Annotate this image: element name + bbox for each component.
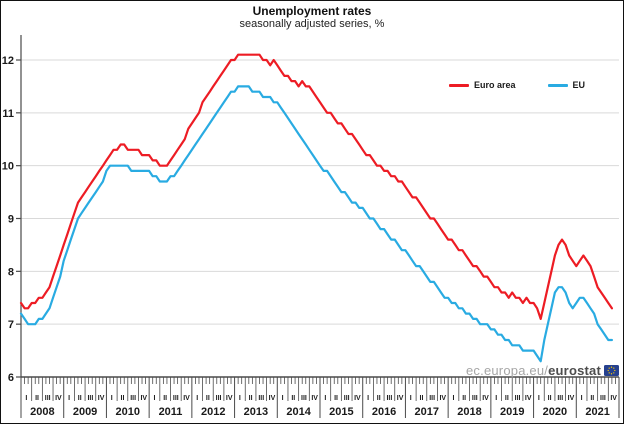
y-tick-label-8: 8 bbox=[8, 266, 14, 278]
quarter-label-2020-III: III bbox=[557, 395, 563, 402]
quarter-label-2012-II: II bbox=[206, 395, 210, 402]
year-label-2013: 2013 bbox=[244, 406, 268, 418]
quarter-label-2014-III: III bbox=[301, 395, 307, 402]
quarter-label-2017-III: III bbox=[429, 395, 435, 402]
quarter-label-2013-IV: IV bbox=[269, 395, 276, 402]
quarter-label-2008-I: I bbox=[25, 395, 27, 402]
quarter-label-2009-I: I bbox=[68, 395, 70, 402]
quarter-label-2017-II: II bbox=[420, 395, 424, 402]
y-tick-label-7: 7 bbox=[8, 319, 14, 331]
quarter-label-2011-I: I bbox=[154, 395, 156, 402]
quarter-label-2021-IV: IV bbox=[610, 395, 617, 402]
year-label-2008: 2008 bbox=[30, 406, 54, 418]
quarter-label-2018-I: I bbox=[453, 395, 455, 402]
quarter-label-2009-IV: IV bbox=[98, 395, 105, 402]
quarter-label-2011-III: III bbox=[173, 395, 179, 402]
year-label-2010: 2010 bbox=[116, 406, 140, 418]
quarter-label-2008-II: II bbox=[35, 395, 39, 402]
quarter-label-2008-III: III bbox=[45, 395, 51, 402]
quarter-label-2009-II: II bbox=[78, 395, 82, 402]
eurostat-watermark: ec.europa.eu/eurostat bbox=[466, 363, 619, 378]
quarter-label-2020-IV: IV bbox=[568, 395, 575, 402]
legend-item-euro-area: Euro area bbox=[449, 80, 516, 90]
quarter-label-2010-III: III bbox=[130, 395, 136, 402]
quarter-label-2018-III: III bbox=[472, 395, 478, 402]
quarter-label-2018-IV: IV bbox=[482, 395, 489, 402]
y-tick-label-12: 12 bbox=[2, 55, 14, 67]
year-label-2019: 2019 bbox=[500, 406, 524, 418]
quarter-label-2013-II: II bbox=[249, 395, 253, 402]
chart-legend: Euro area EU bbox=[449, 80, 585, 90]
eu-flag-icon bbox=[604, 365, 619, 376]
legend-label-eu: EU bbox=[572, 80, 586, 90]
legend-item-eu: EU bbox=[547, 80, 586, 90]
eu-line-swatch bbox=[547, 83, 568, 87]
quarter-label-2013-I: I bbox=[239, 395, 241, 402]
y-tick-label-6: 6 bbox=[8, 372, 14, 384]
year-label-2020: 2020 bbox=[543, 406, 567, 418]
year-label-2009: 2009 bbox=[73, 406, 97, 418]
series-line-euro-area bbox=[19, 53, 613, 320]
quarter-label-2008-IV: IV bbox=[55, 395, 62, 402]
quarter-label-2020-I: I bbox=[538, 395, 540, 402]
y-tick-label-11: 11 bbox=[2, 108, 14, 120]
quarter-label-2010-II: II bbox=[121, 395, 125, 402]
y-tick-label-10: 10 bbox=[2, 161, 14, 173]
quarter-label-2014-II: II bbox=[291, 395, 295, 402]
year-label-2014: 2014 bbox=[286, 406, 311, 418]
y-tick-label-9: 9 bbox=[8, 214, 14, 226]
legend-label-euro-area: Euro area bbox=[474, 80, 516, 90]
year-label-2016: 2016 bbox=[372, 406, 396, 418]
quarter-label-2012-III: III bbox=[216, 395, 222, 402]
quarter-label-2014-I: I bbox=[282, 395, 284, 402]
year-label-2011: 2011 bbox=[159, 406, 183, 418]
year-label-2012: 2012 bbox=[201, 406, 225, 418]
quarter-label-2013-III: III bbox=[258, 395, 264, 402]
quarter-label-2021-III: III bbox=[600, 395, 606, 402]
quarter-label-2017-IV: IV bbox=[439, 395, 446, 402]
quarter-label-2019-IV: IV bbox=[525, 395, 532, 402]
year-label-2015: 2015 bbox=[329, 406, 353, 418]
series-line-eu bbox=[19, 85, 613, 363]
quarter-label-2010-I: I bbox=[111, 395, 113, 402]
quarter-label-2015-II: II bbox=[334, 395, 338, 402]
quarter-label-2014-IV: IV bbox=[311, 395, 318, 402]
quarter-label-2016-III: III bbox=[386, 395, 392, 402]
quarter-label-2021-I: I bbox=[581, 395, 583, 402]
watermark-brand: eurostat bbox=[548, 363, 601, 378]
quarter-label-2015-III: III bbox=[344, 395, 350, 402]
quarter-label-2009-III: III bbox=[87, 395, 93, 402]
euro-area-line-swatch bbox=[449, 83, 469, 87]
year-label-2018: 2018 bbox=[457, 406, 481, 418]
chart-subtitle: seasonally adjusted series, % bbox=[239, 18, 385, 30]
quarter-label-2011-IV: IV bbox=[183, 395, 190, 402]
quarter-label-2012-IV: IV bbox=[226, 395, 233, 402]
quarter-label-2012-I: I bbox=[196, 395, 198, 402]
quarter-label-2020-II: II bbox=[548, 395, 552, 402]
quarter-label-2019-III: III bbox=[515, 395, 521, 402]
quarter-label-2016-I: I bbox=[367, 395, 369, 402]
chart-title: Unemployment rates bbox=[252, 4, 372, 18]
quarter-label-2016-II: II bbox=[377, 395, 381, 402]
quarter-label-2019-II: II bbox=[505, 395, 509, 402]
year-label-2017: 2017 bbox=[415, 406, 439, 418]
watermark-prefix: ec.europa.eu/ bbox=[466, 363, 549, 378]
quarter-label-2010-IV: IV bbox=[140, 395, 147, 402]
quarter-label-2017-I: I bbox=[410, 395, 412, 402]
quarter-label-2019-I: I bbox=[495, 395, 497, 402]
year-label-2021: 2021 bbox=[585, 406, 609, 418]
quarter-label-2015-I: I bbox=[324, 395, 326, 402]
quarter-label-2021-II: II bbox=[590, 395, 594, 402]
quarter-label-2011-II: II bbox=[163, 395, 167, 402]
quarter-label-2015-IV: IV bbox=[354, 395, 361, 402]
quarter-label-2016-IV: IV bbox=[397, 395, 404, 402]
quarter-label-2018-II: II bbox=[462, 395, 466, 402]
